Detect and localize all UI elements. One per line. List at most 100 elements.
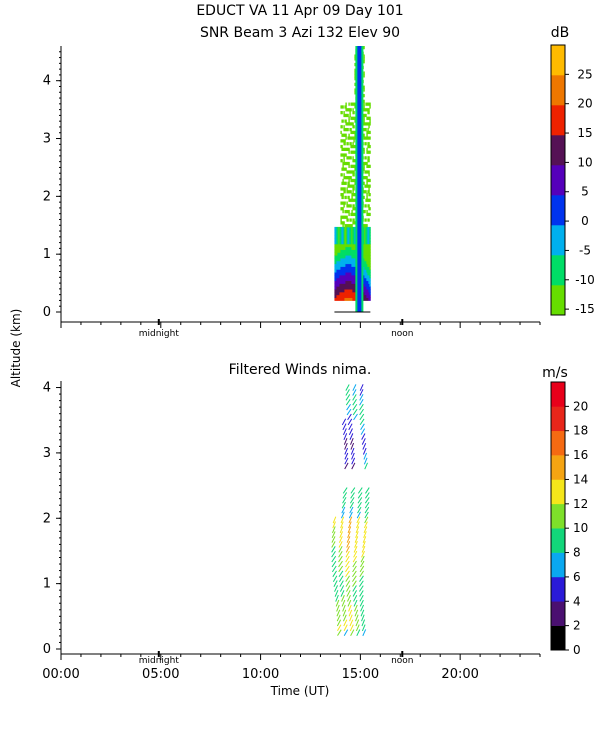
snr-cell [346, 238, 348, 242]
snr-cell [349, 224, 351, 228]
snr-cell [343, 167, 345, 171]
snr-cell [368, 283, 370, 287]
snr-cell [353, 170, 355, 174]
snr-cell [350, 176, 352, 180]
wind-barb [340, 516, 345, 524]
snr-cell [364, 263, 366, 267]
wind-barb [331, 546, 336, 553]
snr-cell [340, 173, 342, 177]
snr-cell [363, 167, 365, 171]
wind-barb [340, 521, 344, 529]
snr-cell [347, 286, 349, 290]
snr-colorbar-segment [551, 165, 565, 196]
wind-barb [355, 614, 359, 622]
wind-barb [337, 624, 342, 632]
snr-cell [341, 229, 343, 233]
snr-cell [344, 269, 346, 273]
snr-cell [348, 294, 350, 299]
snr-cell [347, 277, 349, 282]
snr-cell [337, 297, 339, 301]
snr-cell [348, 243, 350, 248]
wind-barb [341, 501, 346, 509]
wind-barb [360, 555, 365, 563]
snr-cell [346, 204, 348, 208]
wind-barb [356, 521, 360, 529]
snr-cell [366, 235, 368, 239]
snr-cell [368, 187, 370, 191]
snr-cell [341, 252, 343, 256]
wind-barb [338, 555, 343, 563]
snr-colorbar-label: -5 [579, 243, 591, 257]
snr-cell [367, 263, 369, 267]
snr-cell [353, 235, 355, 239]
snr-cell [354, 266, 356, 270]
snr-cell [363, 224, 365, 228]
snr-cell [340, 218, 342, 222]
snr-cell [352, 207, 354, 211]
snr-cell [352, 204, 354, 208]
snr-cell [354, 88, 356, 92]
wind-barb [360, 609, 365, 617]
snr-cell [369, 150, 371, 154]
snr-cell [368, 156, 370, 160]
snr-colorbar-segment [551, 135, 565, 166]
snr-cell [340, 252, 342, 256]
snr-cell [343, 229, 345, 233]
snr-cell [350, 255, 352, 259]
snr-cell [354, 68, 356, 72]
wind-barb [359, 403, 364, 411]
snr-cell [368, 235, 370, 239]
snr-cell [341, 119, 343, 123]
wind-barb [345, 575, 350, 582]
snr-cell [341, 232, 343, 236]
snr-cell [349, 243, 351, 248]
snr-cell [346, 224, 348, 228]
snr-cell [369, 277, 371, 282]
snr-cell [369, 238, 371, 242]
snr-cell [335, 241, 337, 245]
snr-cell [337, 252, 339, 256]
snr-cell [348, 291, 350, 296]
snr-cell [336, 243, 338, 248]
snr-cell [351, 144, 353, 149]
snr-cell [363, 127, 365, 132]
winds-colorbar-segment [551, 455, 565, 480]
snr-cell [339, 226, 341, 231]
snr-cell [344, 105, 346, 109]
wind-barb [359, 575, 364, 582]
snr-cell [348, 252, 350, 256]
snr-cell [343, 246, 345, 250]
snr-cell [363, 181, 365, 185]
snr-cell [353, 159, 355, 163]
snr-cell [350, 232, 352, 236]
snr-cell [351, 184, 353, 188]
snr-cell [342, 263, 344, 267]
snr-cell [343, 187, 345, 191]
snr-cell [346, 252, 348, 256]
snr-cell [340, 139, 342, 143]
snr-cell [341, 207, 343, 211]
wind-barb [364, 501, 370, 509]
snr-cell [354, 207, 356, 211]
snr-cell [364, 294, 366, 299]
snr-cell [342, 243, 344, 248]
snr-cell [348, 229, 350, 233]
snr-cell [342, 167, 344, 171]
snr-cell [365, 142, 367, 146]
snr-cell [340, 272, 342, 276]
snr-cell [363, 164, 365, 168]
snr-cell [365, 291, 367, 296]
snr-cell [343, 283, 345, 287]
snr-cell [343, 249, 345, 253]
snr-cell [352, 159, 354, 163]
snr-cell [341, 280, 343, 284]
snr-cell [341, 147, 343, 151]
snr-cell [351, 283, 353, 287]
snr-cell [363, 113, 365, 118]
snr-cell [344, 147, 346, 151]
snr-cell [336, 294, 338, 299]
snr-cell [365, 102, 367, 106]
snr-colorbar-label: 25 [577, 67, 592, 81]
snr-cell [364, 170, 366, 174]
